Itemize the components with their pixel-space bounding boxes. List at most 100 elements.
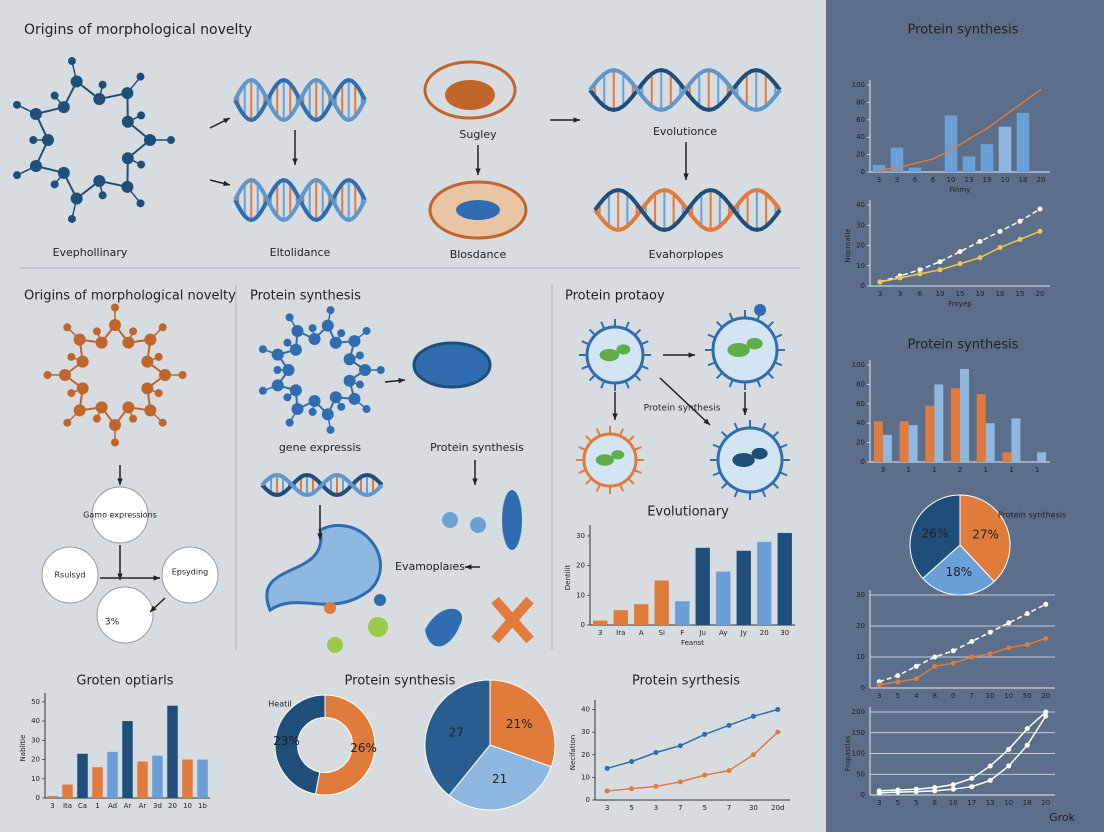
bar — [736, 550, 751, 625]
x-tick-label: 3 — [877, 692, 881, 700]
y-tick-label: 0 — [861, 791, 865, 799]
bar — [1002, 452, 1012, 462]
point — [969, 784, 975, 790]
atom — [63, 323, 72, 332]
x-tick-label: 1b — [198, 802, 207, 810]
panel-title: Protein protaoy — [565, 289, 665, 304]
bar — [934, 384, 944, 462]
x-tick-label: 5 — [914, 799, 918, 807]
chart-title: Protein synthesis — [908, 23, 1019, 38]
organelle — [732, 452, 755, 468]
y-tick-label: 100 — [852, 750, 865, 758]
atom — [271, 348, 284, 361]
x-tick-label: 1 — [1009, 466, 1013, 474]
point — [950, 786, 956, 792]
y-tick-label: 30 — [576, 532, 585, 540]
atom — [321, 319, 334, 332]
x-tick-label: 10 — [947, 176, 956, 184]
x-tick-label: 10 — [1004, 799, 1013, 807]
bar — [107, 751, 118, 798]
label: Evephollinary — [53, 246, 128, 259]
point — [876, 682, 882, 688]
bar — [951, 388, 960, 462]
value-label: 21 — [492, 772, 507, 786]
bar — [197, 759, 208, 798]
y-tick-label: 40 — [856, 201, 865, 209]
x-tick-label: 10 — [183, 802, 192, 810]
value-label: 18% — [945, 565, 972, 579]
x-tick-label: 1 — [906, 466, 910, 474]
label: Eltolidance — [270, 246, 331, 259]
bar — [1016, 112, 1030, 172]
bar — [985, 423, 995, 462]
bar — [47, 796, 58, 798]
bar — [92, 767, 103, 798]
watermark: Grok — [1049, 811, 1076, 824]
protein — [265, 523, 382, 613]
x-tick-label: 0 — [951, 692, 955, 700]
left-background — [0, 0, 826, 832]
point — [775, 729, 781, 735]
atom — [308, 324, 317, 333]
line — [879, 637, 1046, 686]
atom — [98, 80, 107, 89]
point — [913, 676, 919, 682]
atom — [111, 438, 119, 447]
x-tick-label: 15 — [956, 290, 965, 298]
point — [913, 789, 919, 795]
y-tick-label: 100 — [852, 81, 865, 89]
x-axis-label: Feanst — [681, 639, 704, 647]
arrow-head — [223, 118, 230, 124]
organelle — [599, 348, 620, 362]
point — [932, 663, 938, 669]
x-tick-label: 3 — [50, 802, 54, 810]
y-tick-label: 20 — [856, 151, 865, 159]
arrow-head — [475, 168, 481, 175]
atom — [13, 171, 22, 180]
annotation: Protein synthesis — [998, 511, 1066, 520]
organelle — [423, 60, 517, 120]
atom — [129, 327, 138, 336]
bar — [960, 368, 969, 462]
point — [950, 660, 956, 666]
point — [1017, 218, 1023, 224]
x-tick-label: 15 — [1016, 290, 1025, 298]
x-tick-label: 5 — [702, 804, 706, 812]
x-axis-label: Finmy — [950, 186, 971, 194]
value-label: 27% — [972, 527, 999, 541]
point — [895, 679, 901, 685]
atom — [67, 352, 76, 361]
organelle — [445, 80, 495, 110]
y-tick-label: 30 — [856, 591, 865, 599]
x-tick-label: 3 — [598, 629, 602, 637]
point — [969, 654, 975, 660]
value-label: 26% — [350, 741, 377, 755]
label: Protein synthesis — [430, 441, 524, 454]
point — [932, 654, 938, 660]
label: Sugley — [459, 128, 497, 141]
point — [1024, 611, 1030, 617]
point — [987, 763, 993, 769]
y-tick-label: 10 — [581, 773, 590, 781]
point — [950, 782, 956, 788]
atom — [29, 136, 38, 144]
bar — [593, 620, 608, 625]
atom — [141, 355, 154, 368]
line — [879, 208, 1041, 283]
slice — [959, 494, 1011, 583]
atom — [67, 57, 76, 66]
y-tick-label: 0 — [581, 621, 585, 629]
atom — [13, 100, 22, 109]
bubble — [41, 546, 99, 604]
atom — [337, 402, 346, 411]
bar — [882, 434, 892, 462]
x-tick-label: 3 — [878, 290, 882, 298]
point — [653, 783, 659, 789]
x-tick-label: 20d — [771, 804, 784, 812]
y-tick-label: 0 — [36, 794, 40, 802]
y-tick-label: 30 — [31, 736, 40, 744]
point — [1043, 713, 1049, 719]
x-tick-label: 13 — [965, 176, 974, 184]
x-tick-label: 13 — [986, 799, 995, 807]
